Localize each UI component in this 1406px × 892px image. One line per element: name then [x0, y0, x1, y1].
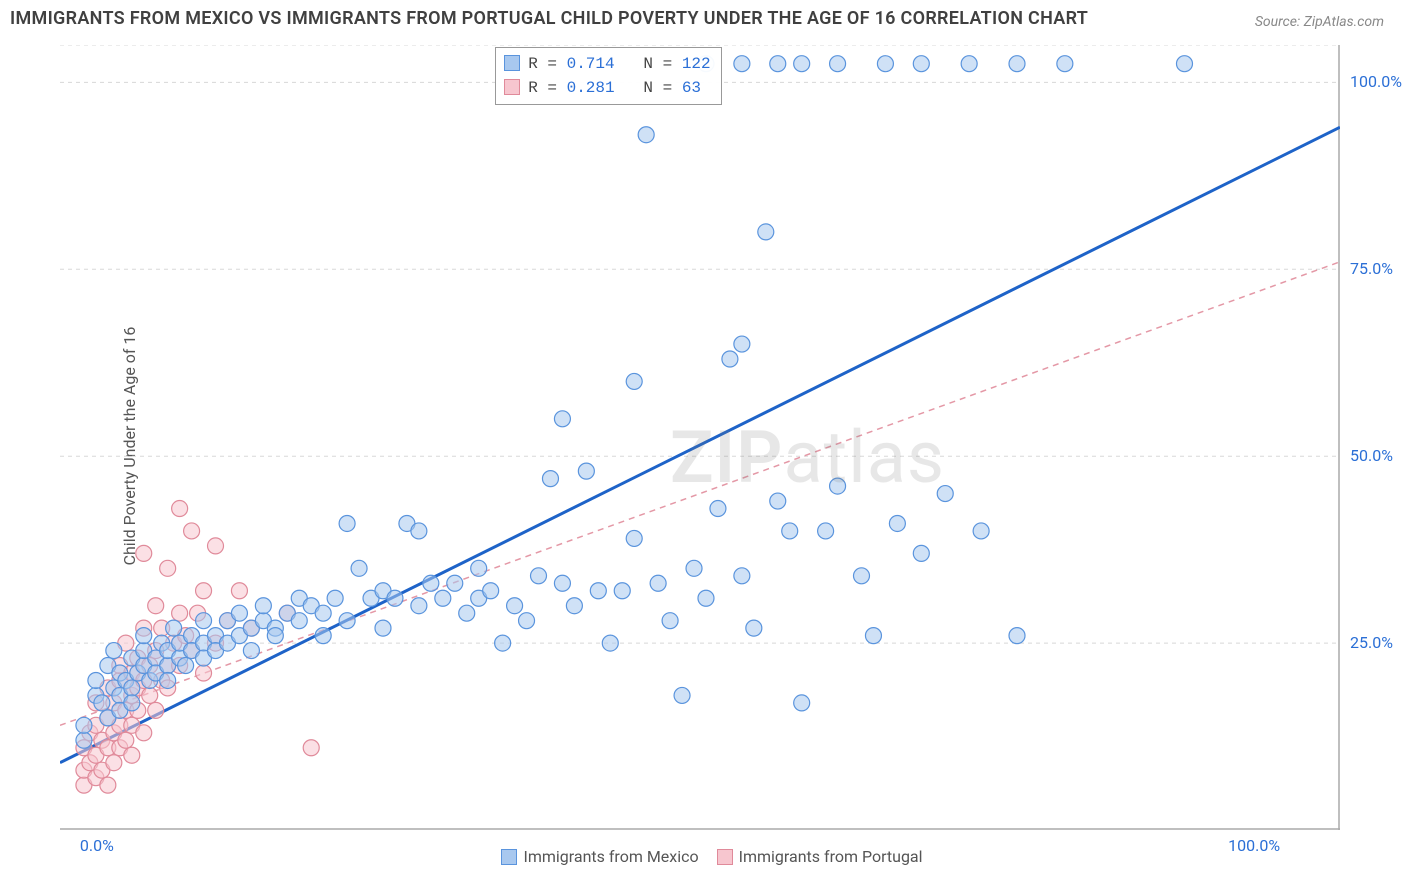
- legend-label: Immigrants from Mexico: [523, 847, 698, 866]
- n-value: 63: [682, 79, 701, 97]
- chart-title: IMMIGRANTS FROM MEXICO VS IMMIGRANTS FRO…: [10, 8, 1088, 29]
- scatter-plot: [60, 45, 1340, 830]
- y-tick: 75.0%: [1350, 259, 1393, 278]
- legend-label: Immigrants from Portugal: [739, 847, 923, 866]
- legend-swatch: [501, 849, 517, 865]
- r-value: 0.714: [567, 55, 615, 73]
- source-label: Source: ZipAtlas.com: [1255, 14, 1384, 30]
- chart-area: ZIPatlas R = 0.714 N = 122R = 0.281 N = …: [60, 45, 1340, 830]
- n-label: N =: [643, 79, 681, 97]
- r-label: R =: [528, 79, 566, 97]
- source-prefix: Source:: [1255, 14, 1304, 30]
- stats-row: R = 0.714 N = 122: [504, 52, 710, 76]
- y-tick: 50.0%: [1350, 446, 1393, 465]
- correlation-stats-box: R = 0.714 N = 122R = 0.281 N = 63: [495, 47, 721, 105]
- legend-swatch: [717, 849, 733, 865]
- y-tick: 100.0%: [1350, 72, 1402, 91]
- r-value: 0.281: [567, 79, 615, 97]
- series-legend: Immigrants from Mexico Immigrants from Po…: [0, 847, 1406, 866]
- n-label: N =: [643, 55, 681, 73]
- stats-row: R = 0.281 N = 63: [504, 76, 710, 100]
- series-swatch: [504, 79, 520, 95]
- r-label: R =: [528, 55, 566, 73]
- series-swatch: [504, 55, 520, 71]
- source-name: ZipAtlas.com: [1304, 14, 1384, 30]
- n-value: 122: [682, 55, 711, 73]
- y-tick: 25.0%: [1350, 633, 1393, 652]
